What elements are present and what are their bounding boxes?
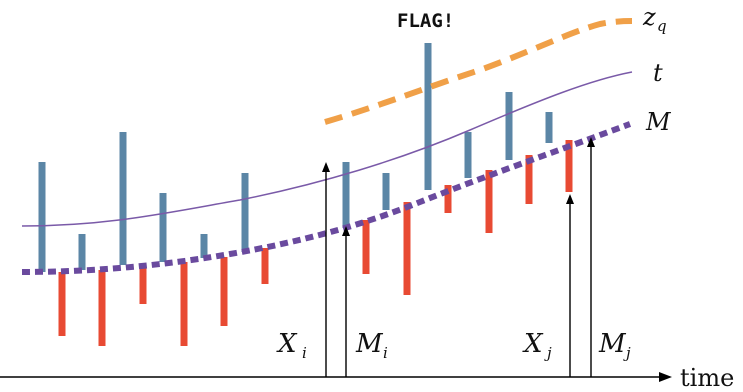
- Mj-label: M j: [598, 329, 631, 362]
- axis-arrowhead-icon: [659, 372, 672, 382]
- red-bars: [58, 140, 573, 346]
- Mj-arrowhead-icon: [587, 137, 595, 147]
- svg-text:X: X: [276, 329, 298, 359]
- t-label: t: [653, 59, 663, 87]
- Xj-label: X j: [522, 329, 552, 362]
- marker-arrows: [322, 137, 595, 377]
- flag-label: FLAG!: [397, 10, 454, 32]
- svg-text:z: z: [642, 3, 656, 31]
- Xi-arrowhead-icon: [322, 162, 330, 172]
- zq-label: z q: [642, 3, 667, 35]
- zq-curve: [324, 18, 633, 125]
- svg-text:j: j: [544, 344, 552, 362]
- Mi-label: M i: [355, 329, 388, 362]
- time-axis: [0, 372, 672, 382]
- M-curve: [21, 121, 632, 275]
- svg-text:i: i: [302, 344, 307, 362]
- t-curve: [21, 71, 633, 227]
- svg-text:j: j: [623, 344, 631, 362]
- Xi-label: X i: [276, 329, 307, 362]
- svg-text:i: i: [383, 344, 388, 362]
- blue-bars: [38, 43, 553, 272]
- Xj-arrowhead-icon: [566, 194, 574, 204]
- svg-text:X: X: [522, 329, 544, 359]
- time-axis-label: time: [680, 364, 734, 392]
- Mi-arrowhead-icon: [342, 226, 350, 236]
- svg-text:M: M: [355, 329, 384, 359]
- svg-text:M: M: [598, 329, 627, 359]
- M-label: M: [645, 108, 672, 136]
- svg-text:q: q: [657, 17, 667, 35]
